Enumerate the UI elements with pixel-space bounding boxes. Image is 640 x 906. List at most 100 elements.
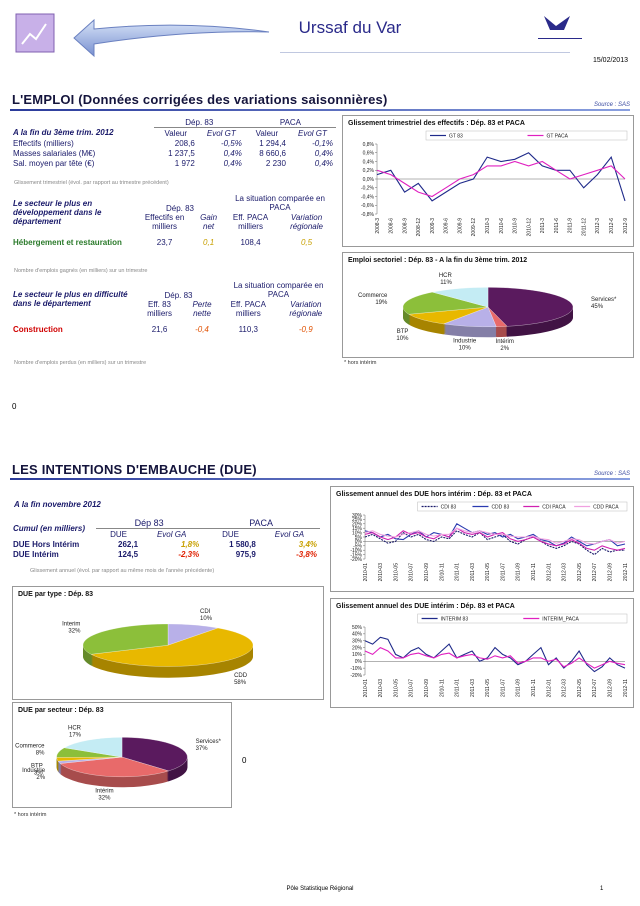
column: Effectifs en milliers: [144, 213, 185, 231]
cell: 1 580,8: [229, 539, 256, 549]
series-line: [364, 527, 626, 545]
slice: [402, 291, 489, 315]
x-tick-label: 2008-3: [375, 218, 381, 234]
y-tick-label: -20%: [350, 673, 362, 679]
slice-label: HCR: [439, 273, 453, 279]
decline-table: Le secteur le plus en difficulté dans le…: [10, 280, 336, 340]
comparison: La situation comparée en PACA: [235, 194, 325, 212]
arrow: [73, 18, 270, 58]
slice-label: Industrie: [22, 768, 46, 774]
legend-label: GT PACA: [547, 134, 569, 140]
slice: [63, 737, 123, 758]
cell: 2 230: [265, 158, 286, 168]
y-tick-label: -10%: [350, 666, 362, 672]
x-tick-label: 2011-09: [516, 679, 522, 697]
x-tick-label: 2010-9: [513, 218, 519, 234]
x-tick-label: 2011-11: [531, 563, 537, 581]
sector: Hébergement et restauration: [13, 237, 122, 247]
x-tick-label: 2010-3: [485, 218, 491, 234]
heading: Cumul (en milliers): [13, 524, 86, 533]
section-title: L'EMPLOI (Données corrigées des variatio…: [12, 92, 388, 107]
note: Nombre d'emplois perdus (en milliers) su…: [14, 360, 147, 366]
x-tick-label: 2012-05: [577, 679, 583, 698]
column: Gain net: [200, 213, 218, 231]
stray-text: 0: [242, 756, 247, 765]
slice-value-label: 32%: [68, 629, 81, 635]
column: Evol GA: [274, 529, 305, 539]
due-table: Cumul (en milliers) Dép 83 PACA DUE Evol GA…: [10, 518, 320, 559]
sector: Construction: [13, 324, 63, 334]
y-tick-label: -0,6%: [361, 203, 375, 209]
y-tick-label: 0%: [355, 539, 363, 545]
logo-rule: [538, 38, 582, 39]
column: Evol GA: [156, 529, 187, 539]
slice-label: CDI: [200, 609, 211, 615]
cell: -0,1%: [312, 138, 333, 148]
x-tick-label: 2010-07: [409, 563, 415, 582]
x-tick-label: 2010-09: [424, 563, 430, 582]
x-tick-label: 2011-01: [455, 563, 461, 581]
cell: 1 294,4: [259, 138, 286, 148]
slice-label: Services*: [196, 739, 222, 745]
group: PACA: [202, 518, 320, 529]
chart-title: Glissement annuel des DUE hors intérim :…: [336, 491, 532, 498]
group: Dép. 83: [165, 203, 195, 213]
legend-box: [417, 613, 628, 624]
cell: 21,6: [151, 324, 168, 334]
column: Eff. PACA milliers: [232, 213, 269, 231]
x-tick-label: 2012-03: [562, 679, 568, 698]
column: Variation régionale: [289, 300, 323, 318]
note: Nombre d'emplois gagnés (en milliers) su…: [14, 268, 148, 274]
note: * hors intérim: [14, 812, 47, 818]
y-tick-label: 15%: [352, 526, 363, 532]
growth-table: Le secteur le plus en développement dans…: [10, 193, 336, 253]
column: Variation régionale: [290, 213, 323, 231]
chart-title: Emploi sectoriel : Dép. 83 - A la fin du…: [348, 257, 527, 264]
section-rule: [10, 478, 630, 480]
stray-text: 0: [12, 402, 17, 411]
slice-value-label: 10%: [459, 345, 472, 351]
cell: 0,4%: [223, 148, 242, 158]
slice-label: CDD: [234, 673, 248, 679]
chart: Glissement annuel des DUE intérim : Dép.…: [330, 598, 634, 708]
cell: Masses salariales (M€): [13, 148, 96, 158]
column: DUE: [222, 529, 239, 539]
x-tick-label: 2012-01: [546, 679, 552, 698]
column: Evol GT: [298, 128, 327, 138]
slice: [487, 287, 574, 327]
slice-value-label: 2%: [36, 775, 45, 781]
chart-title: Glissement annuel des DUE intérim : Dép.…: [336, 603, 515, 610]
slice-label: Intérim: [496, 339, 514, 345]
column: DUE: [110, 529, 127, 539]
x-tick-label: 2011-09: [516, 563, 522, 581]
x-tick-label: 2008-12: [416, 218, 422, 237]
cell: 262,1: [118, 539, 139, 549]
slice-label: Interim: [62, 622, 80, 628]
employment-table: Dép. 83 PACA A la fin du 3ème trim. 2012 …: [10, 117, 336, 168]
header-title: Urssaf du Var: [298, 18, 402, 37]
slice-value-label: 2%: [500, 346, 509, 352]
slice-value-label: 8%: [36, 750, 45, 756]
x-tick-label: 2012-6: [609, 218, 615, 234]
x-tick-label: 2012-09: [608, 563, 614, 582]
row-label: DUE Hors Intérim: [13, 539, 80, 549]
group: Dép. 83: [164, 290, 193, 300]
chart: Glissement annuel des DUE hors intérim :…: [330, 486, 634, 592]
row-label: DUE Intérim: [13, 549, 59, 559]
x-tick-label: 2010-11: [439, 563, 445, 581]
heading: Le secteur le plus en difficulté dans le…: [13, 290, 128, 308]
legend-box: [425, 130, 628, 141]
source: Source : SAS: [593, 102, 630, 108]
cell: 0,4%: [314, 158, 333, 168]
series-line: [364, 646, 626, 669]
slice-value-label: 3%: [34, 771, 43, 777]
y-tick-label: 20%: [352, 645, 363, 651]
y-tick-label: 40%: [352, 632, 363, 638]
cell: 1 237,5: [168, 148, 195, 158]
x-tick-label: 2009-6: [444, 218, 450, 234]
legend-label: CDI PACA: [542, 505, 566, 511]
x-tick-label: 2011-6: [554, 218, 560, 233]
group: PACA: [244, 117, 336, 128]
